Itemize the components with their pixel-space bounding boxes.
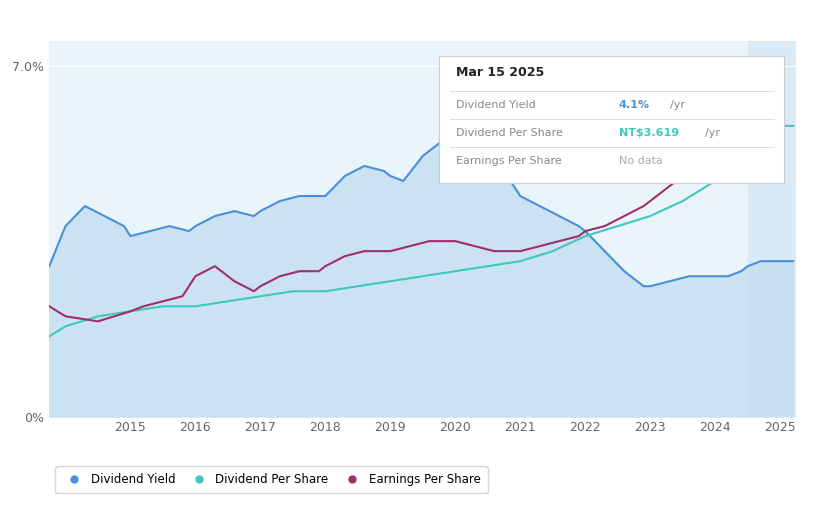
Text: NT$3.619: NT$3.619 (618, 129, 679, 138)
Legend: Dividend Yield, Dividend Per Share, Earnings Per Share: Dividend Yield, Dividend Per Share, Earn… (55, 466, 488, 493)
Text: No data: No data (618, 156, 663, 166)
Text: Earnings Per Share: Earnings Per Share (456, 156, 562, 166)
Text: /yr: /yr (670, 101, 686, 110)
Text: Past: Past (751, 71, 774, 81)
Text: 4.1%: 4.1% (618, 101, 649, 110)
FancyBboxPatch shape (439, 56, 784, 183)
Bar (748, 41, 796, 417)
Text: /yr: /yr (704, 129, 720, 138)
Text: Dividend Yield: Dividend Yield (456, 101, 536, 110)
Text: Mar 15 2025: Mar 15 2025 (456, 66, 544, 79)
Text: Dividend Per Share: Dividend Per Share (456, 129, 563, 138)
